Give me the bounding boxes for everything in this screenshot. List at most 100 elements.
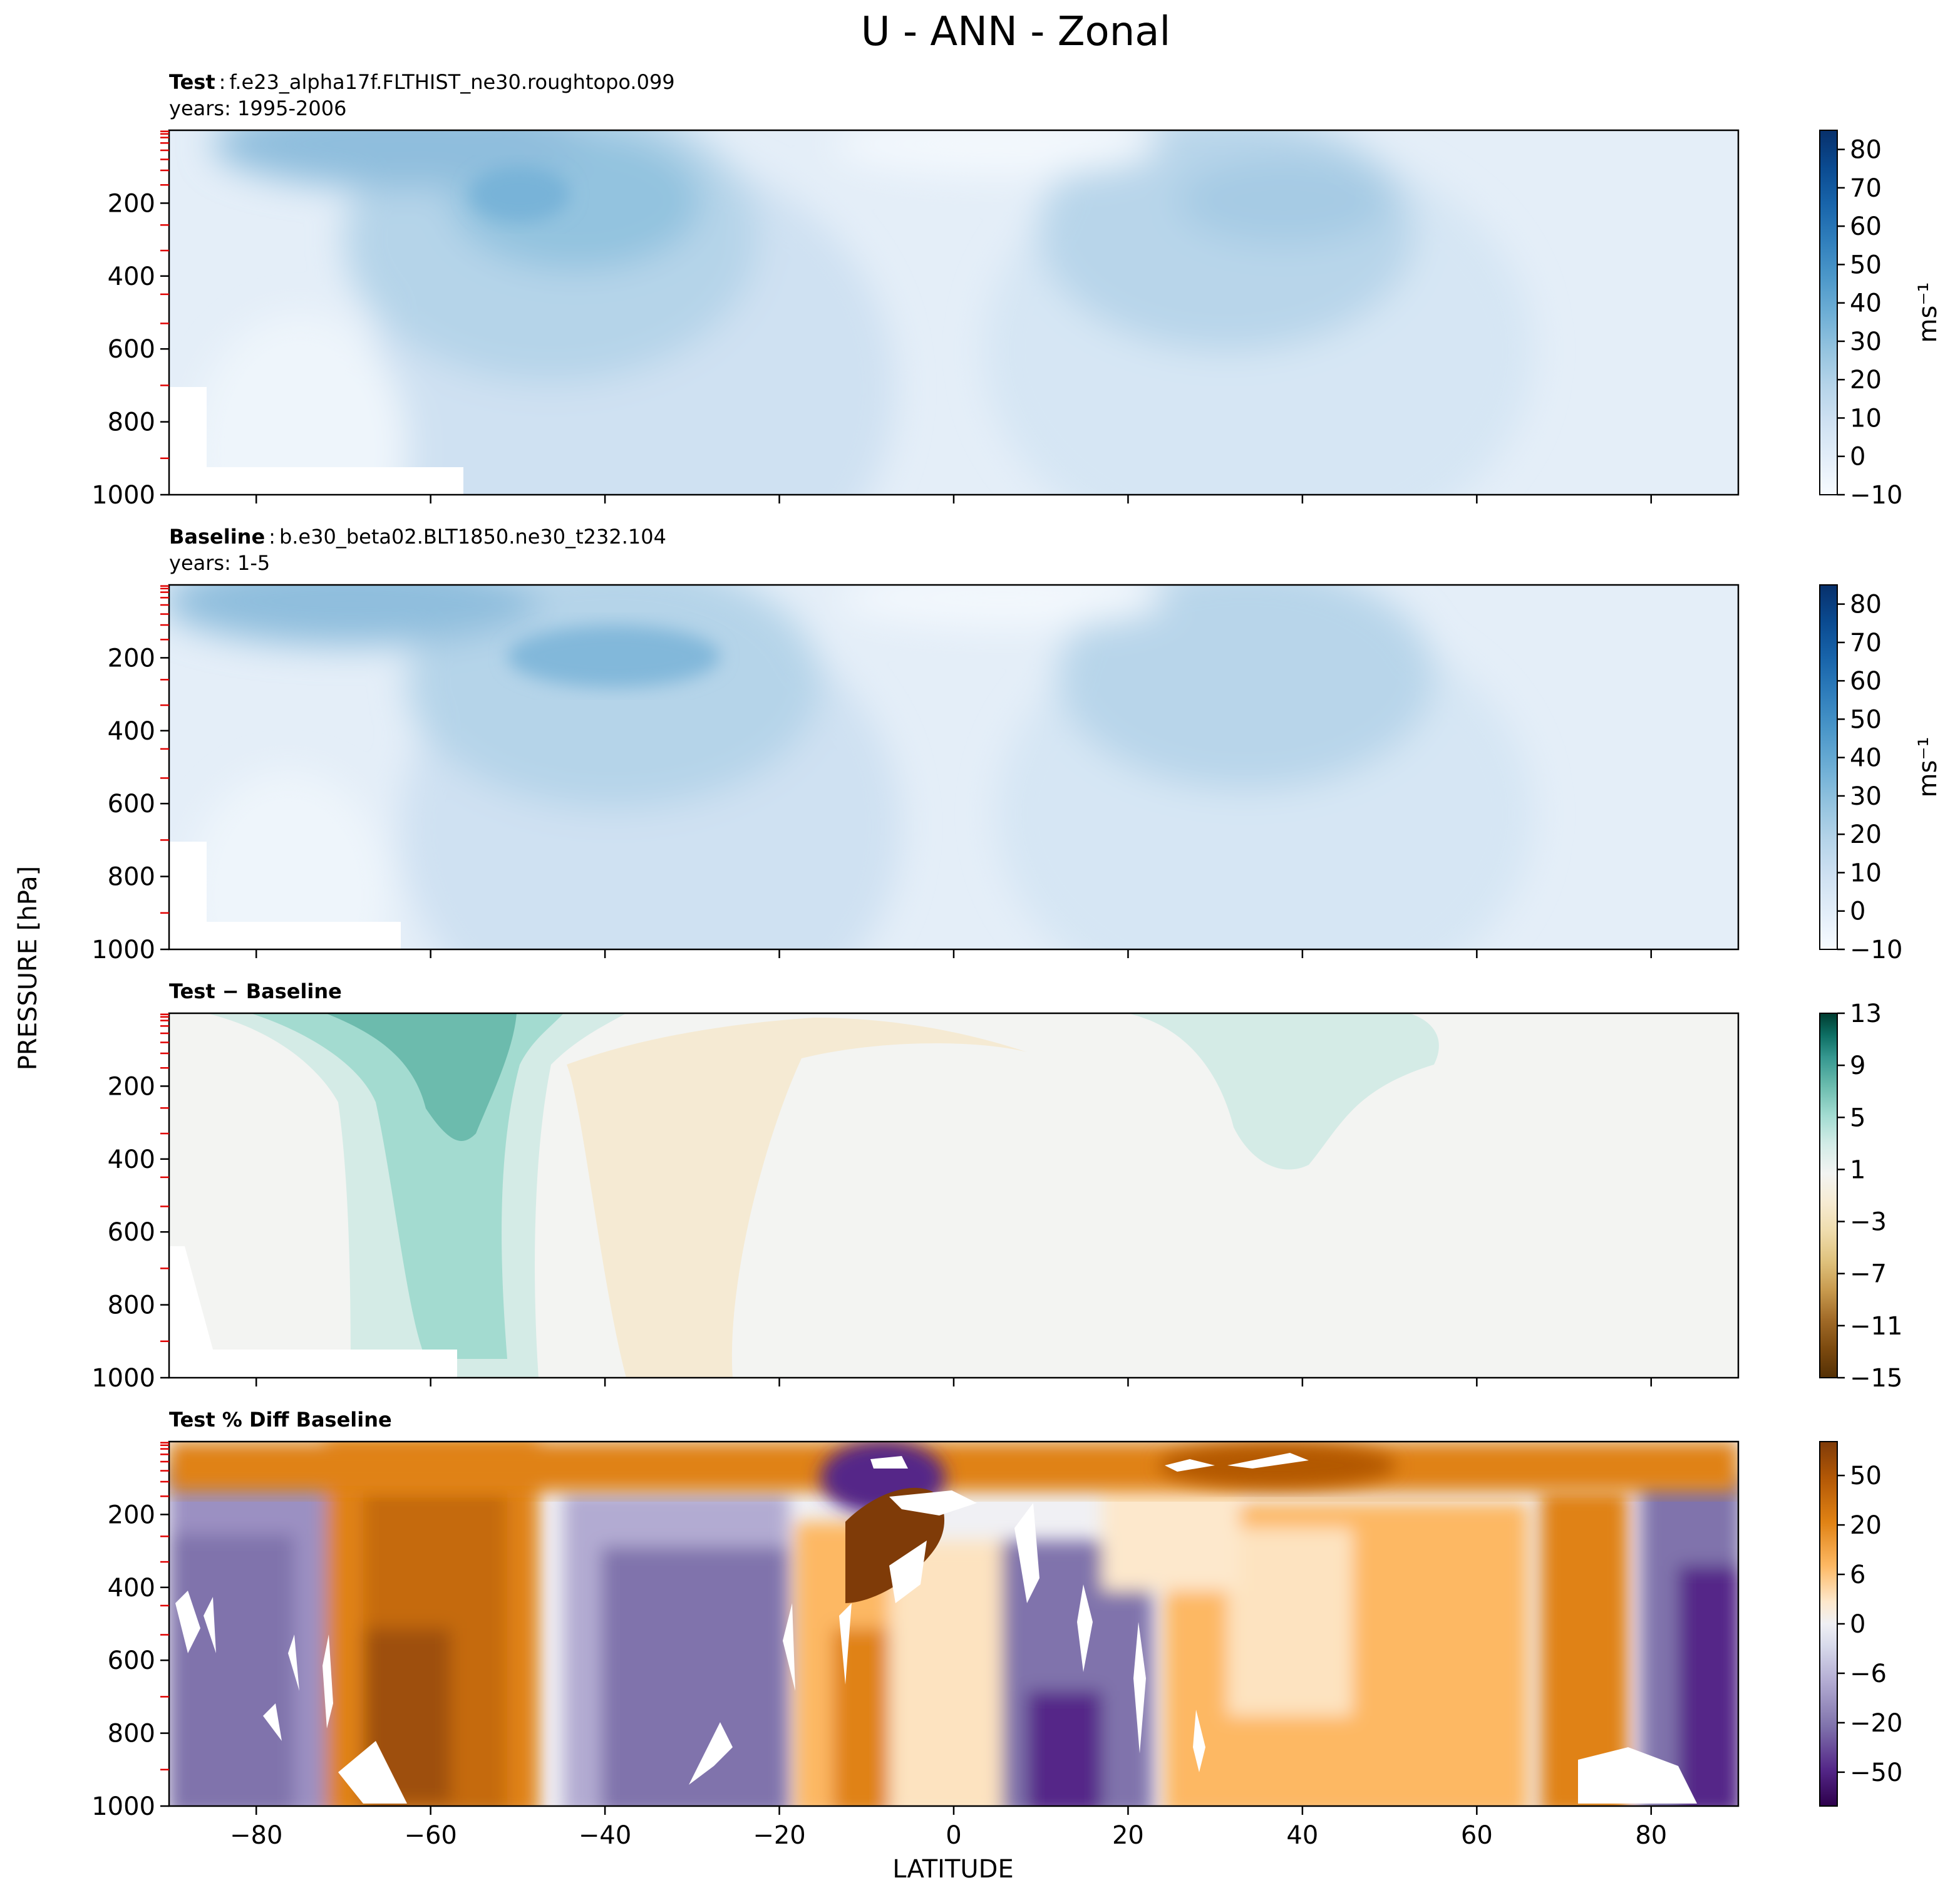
panel-test-field bbox=[169, 130, 1738, 495]
panel-percent-difference-x-tick-label: −80 bbox=[230, 1821, 282, 1850]
panel-baseline-colorbar-tick-label: 10 bbox=[1850, 859, 1882, 887]
panel-baseline-label-sep: : bbox=[269, 525, 276, 549]
figure-title: U - ANN - Zonal bbox=[861, 9, 1171, 55]
panel-test-label-bold: Test bbox=[169, 70, 215, 94]
panel-baseline-colorbar-tick-label: 0 bbox=[1850, 897, 1865, 926]
panel-baseline-colorbar: 80 70 60 50 40 30 20 10 0 −10 ms⁻¹ bbox=[1819, 584, 1942, 964]
panel-test-colorbar-tick-label: 70 bbox=[1850, 174, 1882, 203]
panel-test-colorbar-tick-label: 30 bbox=[1850, 328, 1882, 356]
panel-test-colorbar-units: ms⁻¹ bbox=[1914, 282, 1942, 343]
panel-difference-y-tick-label: 200 bbox=[108, 1072, 155, 1101]
panel-baseline-colorbar-body bbox=[1819, 584, 1838, 950]
panel-percent-difference-field bbox=[169, 1442, 1738, 1806]
panel-baseline-colorbar-tick-label: 40 bbox=[1850, 744, 1882, 773]
panel-percent-difference-y-tick-label: 1000 bbox=[91, 1792, 155, 1821]
panel-percent-difference-x-axis: −80 −60 −40 −20 0 20 40 60 80 bbox=[230, 1806, 1667, 1850]
panel-test-y-tick-label: 600 bbox=[108, 335, 155, 364]
panel-difference-colorbar-tick-label: 5 bbox=[1850, 1103, 1865, 1132]
panel-difference-y-tick-label: 600 bbox=[108, 1218, 155, 1247]
panel-baseline-label-bold: Baseline bbox=[169, 525, 265, 549]
panel-difference-colorbar-tick-label: 1 bbox=[1850, 1155, 1865, 1184]
panel-difference-x-axis bbox=[255, 1378, 1653, 1386]
panel-percent-difference-x-tick-label: 40 bbox=[1286, 1821, 1318, 1850]
panel-baseline-colorbar-tick-label: 20 bbox=[1850, 820, 1882, 849]
panel-percent-difference-y-axis: 200 400 600 800 1000 bbox=[91, 1442, 169, 1821]
panel-baseline-y-tick-label: 200 bbox=[108, 644, 155, 673]
panel-difference-colorbar-tick-label: −7 bbox=[1850, 1260, 1887, 1289]
panel-difference-colorbar-tick-label: −15 bbox=[1850, 1364, 1902, 1393]
panel-test-colorbar-tick-label: 10 bbox=[1850, 404, 1882, 433]
panel-baseline-colorbar-units: ms⁻¹ bbox=[1914, 737, 1942, 798]
panel-test-x-axis bbox=[255, 495, 1653, 503]
panel-baseline-y-tick-label: 400 bbox=[108, 717, 155, 746]
panel-test-y-tick-label: 800 bbox=[108, 408, 155, 437]
panel-percent-difference-colorbar-body bbox=[1819, 1441, 1838, 1807]
panel-percent-difference-y-tick-label: 200 bbox=[108, 1500, 155, 1529]
panel-difference-field bbox=[169, 1013, 1738, 1378]
panel-percent-difference-y-tick-label: 600 bbox=[108, 1646, 155, 1675]
panel-percent-difference-y-tick-label: 800 bbox=[108, 1720, 155, 1748]
panel-difference-colorbar-tick-label: −3 bbox=[1850, 1208, 1887, 1237]
panel-percent-difference-label: Test % Diff Baseline bbox=[169, 1408, 392, 1432]
panel-percent-difference-x-tick-label: 0 bbox=[946, 1821, 961, 1850]
panel-baseline: Baseline: b.e30_beta02.BLT1850.ne30_t232.… bbox=[91, 525, 1942, 964]
panel-baseline-label: Baseline: b.e30_beta02.BLT1850.ne30_t232.… bbox=[169, 525, 666, 549]
panel-baseline-colorbar-tick-label: −10 bbox=[1850, 936, 1902, 964]
panel-baseline-colorbar-tick-label: 70 bbox=[1850, 629, 1882, 658]
panel-percent-difference-colorbar-tick-label: −6 bbox=[1850, 1660, 1887, 1688]
panel-difference: Test − Baseline 200 400 600 800 1000 13 9 5 1 −3… bbox=[91, 979, 1902, 1393]
panel-baseline-y-axis: 200 400 600 800 1000 bbox=[91, 585, 169, 964]
panel-difference-colorbar-tick-label: 9 bbox=[1850, 1051, 1865, 1080]
panel-test-label-case: f.e23_alpha17f.FLTHIST_ne30.roughtopo.09… bbox=[229, 70, 674, 94]
panel-percent-difference-colorbar-tick-label: 0 bbox=[1850, 1610, 1865, 1639]
panel-test-y-tick-label: 1000 bbox=[91, 481, 155, 510]
panel-test-colorbar-tick-label: 0 bbox=[1850, 443, 1865, 472]
panel-baseline-years: years: 1-5 bbox=[169, 551, 270, 575]
panel-test-label-sep: : bbox=[219, 70, 226, 94]
panel-test-colorbar-tick-label: 20 bbox=[1850, 366, 1882, 395]
panel-baseline-x-axis bbox=[255, 949, 1653, 958]
panel-test-label: Test: f.e23_alpha17f.FLTHIST_ne30.roughto… bbox=[169, 70, 675, 94]
x-axis-label: LATITUDE bbox=[892, 1855, 1013, 1884]
panel-baseline-colorbar-tick-label: 50 bbox=[1850, 705, 1882, 734]
panel-difference-colorbar-tick-label: 13 bbox=[1850, 999, 1882, 1028]
panel-baseline-colorbar-tick-label: 30 bbox=[1850, 782, 1882, 811]
panel-percent-difference-y-tick-label: 400 bbox=[108, 1574, 155, 1603]
panel-percent-difference-x-tick-label: 60 bbox=[1461, 1821, 1493, 1850]
panel-percent-difference-x-tick-label: 80 bbox=[1635, 1821, 1667, 1850]
panel-percent-difference: Test % Diff Baseline bbox=[91, 1408, 1902, 1850]
panel-test-years: years: 1995-2006 bbox=[169, 96, 346, 120]
panel-percent-difference-colorbar-tick-label: −50 bbox=[1850, 1758, 1902, 1787]
panel-test-y-axis: 200 400 600 800 1000 bbox=[91, 130, 169, 510]
panel-test-colorbar-body bbox=[1819, 130, 1838, 495]
panel-difference-colorbar: 13 9 5 1 −3 −7 −11 −15 bbox=[1819, 999, 1902, 1393]
panel-difference-y-tick-label: 400 bbox=[108, 1145, 155, 1174]
panel-baseline-label-case: b.e30_beta02.BLT1850.ne30_t232.104 bbox=[279, 525, 666, 549]
panel-baseline-colorbar-tick-label: 60 bbox=[1850, 667, 1882, 696]
panel-difference-y-tick-label: 1000 bbox=[91, 1364, 155, 1393]
panel-percent-difference-x-tick-label: 20 bbox=[1112, 1821, 1144, 1850]
panel-baseline-y-tick-label: 600 bbox=[108, 790, 155, 818]
panel-test-y-tick-label: 200 bbox=[108, 189, 155, 218]
panel-percent-difference-colorbar-tick-label: −20 bbox=[1850, 1709, 1902, 1738]
panel-percent-difference-colorbar-tick-label: 6 bbox=[1850, 1561, 1865, 1589]
panel-test: Test: f.e23_alpha17f.FLTHIST_ne30.roughto… bbox=[91, 70, 1942, 510]
panel-test-colorbar-tick-label: 50 bbox=[1850, 250, 1882, 279]
panel-test-y-tick-label: 400 bbox=[108, 262, 155, 291]
panel-baseline-y-tick-label: 800 bbox=[108, 863, 155, 892]
panel-baseline-y-tick-label: 1000 bbox=[91, 936, 155, 964]
y-axis-label: PRESSURE [hPa] bbox=[14, 866, 43, 1070]
panel-test-colorbar-tick-label: 40 bbox=[1850, 289, 1882, 318]
panel-test-colorbar-tick-label: 80 bbox=[1850, 136, 1882, 165]
panel-difference-colorbar-body bbox=[1819, 1013, 1838, 1378]
panel-percent-difference-colorbar-tick-label: 50 bbox=[1850, 1462, 1882, 1490]
panel-baseline-colorbar-tick-label: 80 bbox=[1850, 591, 1882, 619]
panel-difference-y-tick-label: 800 bbox=[108, 1291, 155, 1320]
panel-test-colorbar-tick-label: 60 bbox=[1850, 212, 1882, 241]
panel-percent-difference-colorbar-tick-label: 20 bbox=[1850, 1511, 1882, 1540]
panel-percent-difference-x-tick-label: −20 bbox=[753, 1821, 805, 1850]
panel-percent-difference-colorbar: 50 20 6 0 −6 −20 −50 bbox=[1819, 1441, 1902, 1807]
panel-percent-difference-x-tick-label: −60 bbox=[404, 1821, 456, 1850]
panel-difference-y-axis: 200 400 600 800 1000 bbox=[91, 1013, 169, 1393]
